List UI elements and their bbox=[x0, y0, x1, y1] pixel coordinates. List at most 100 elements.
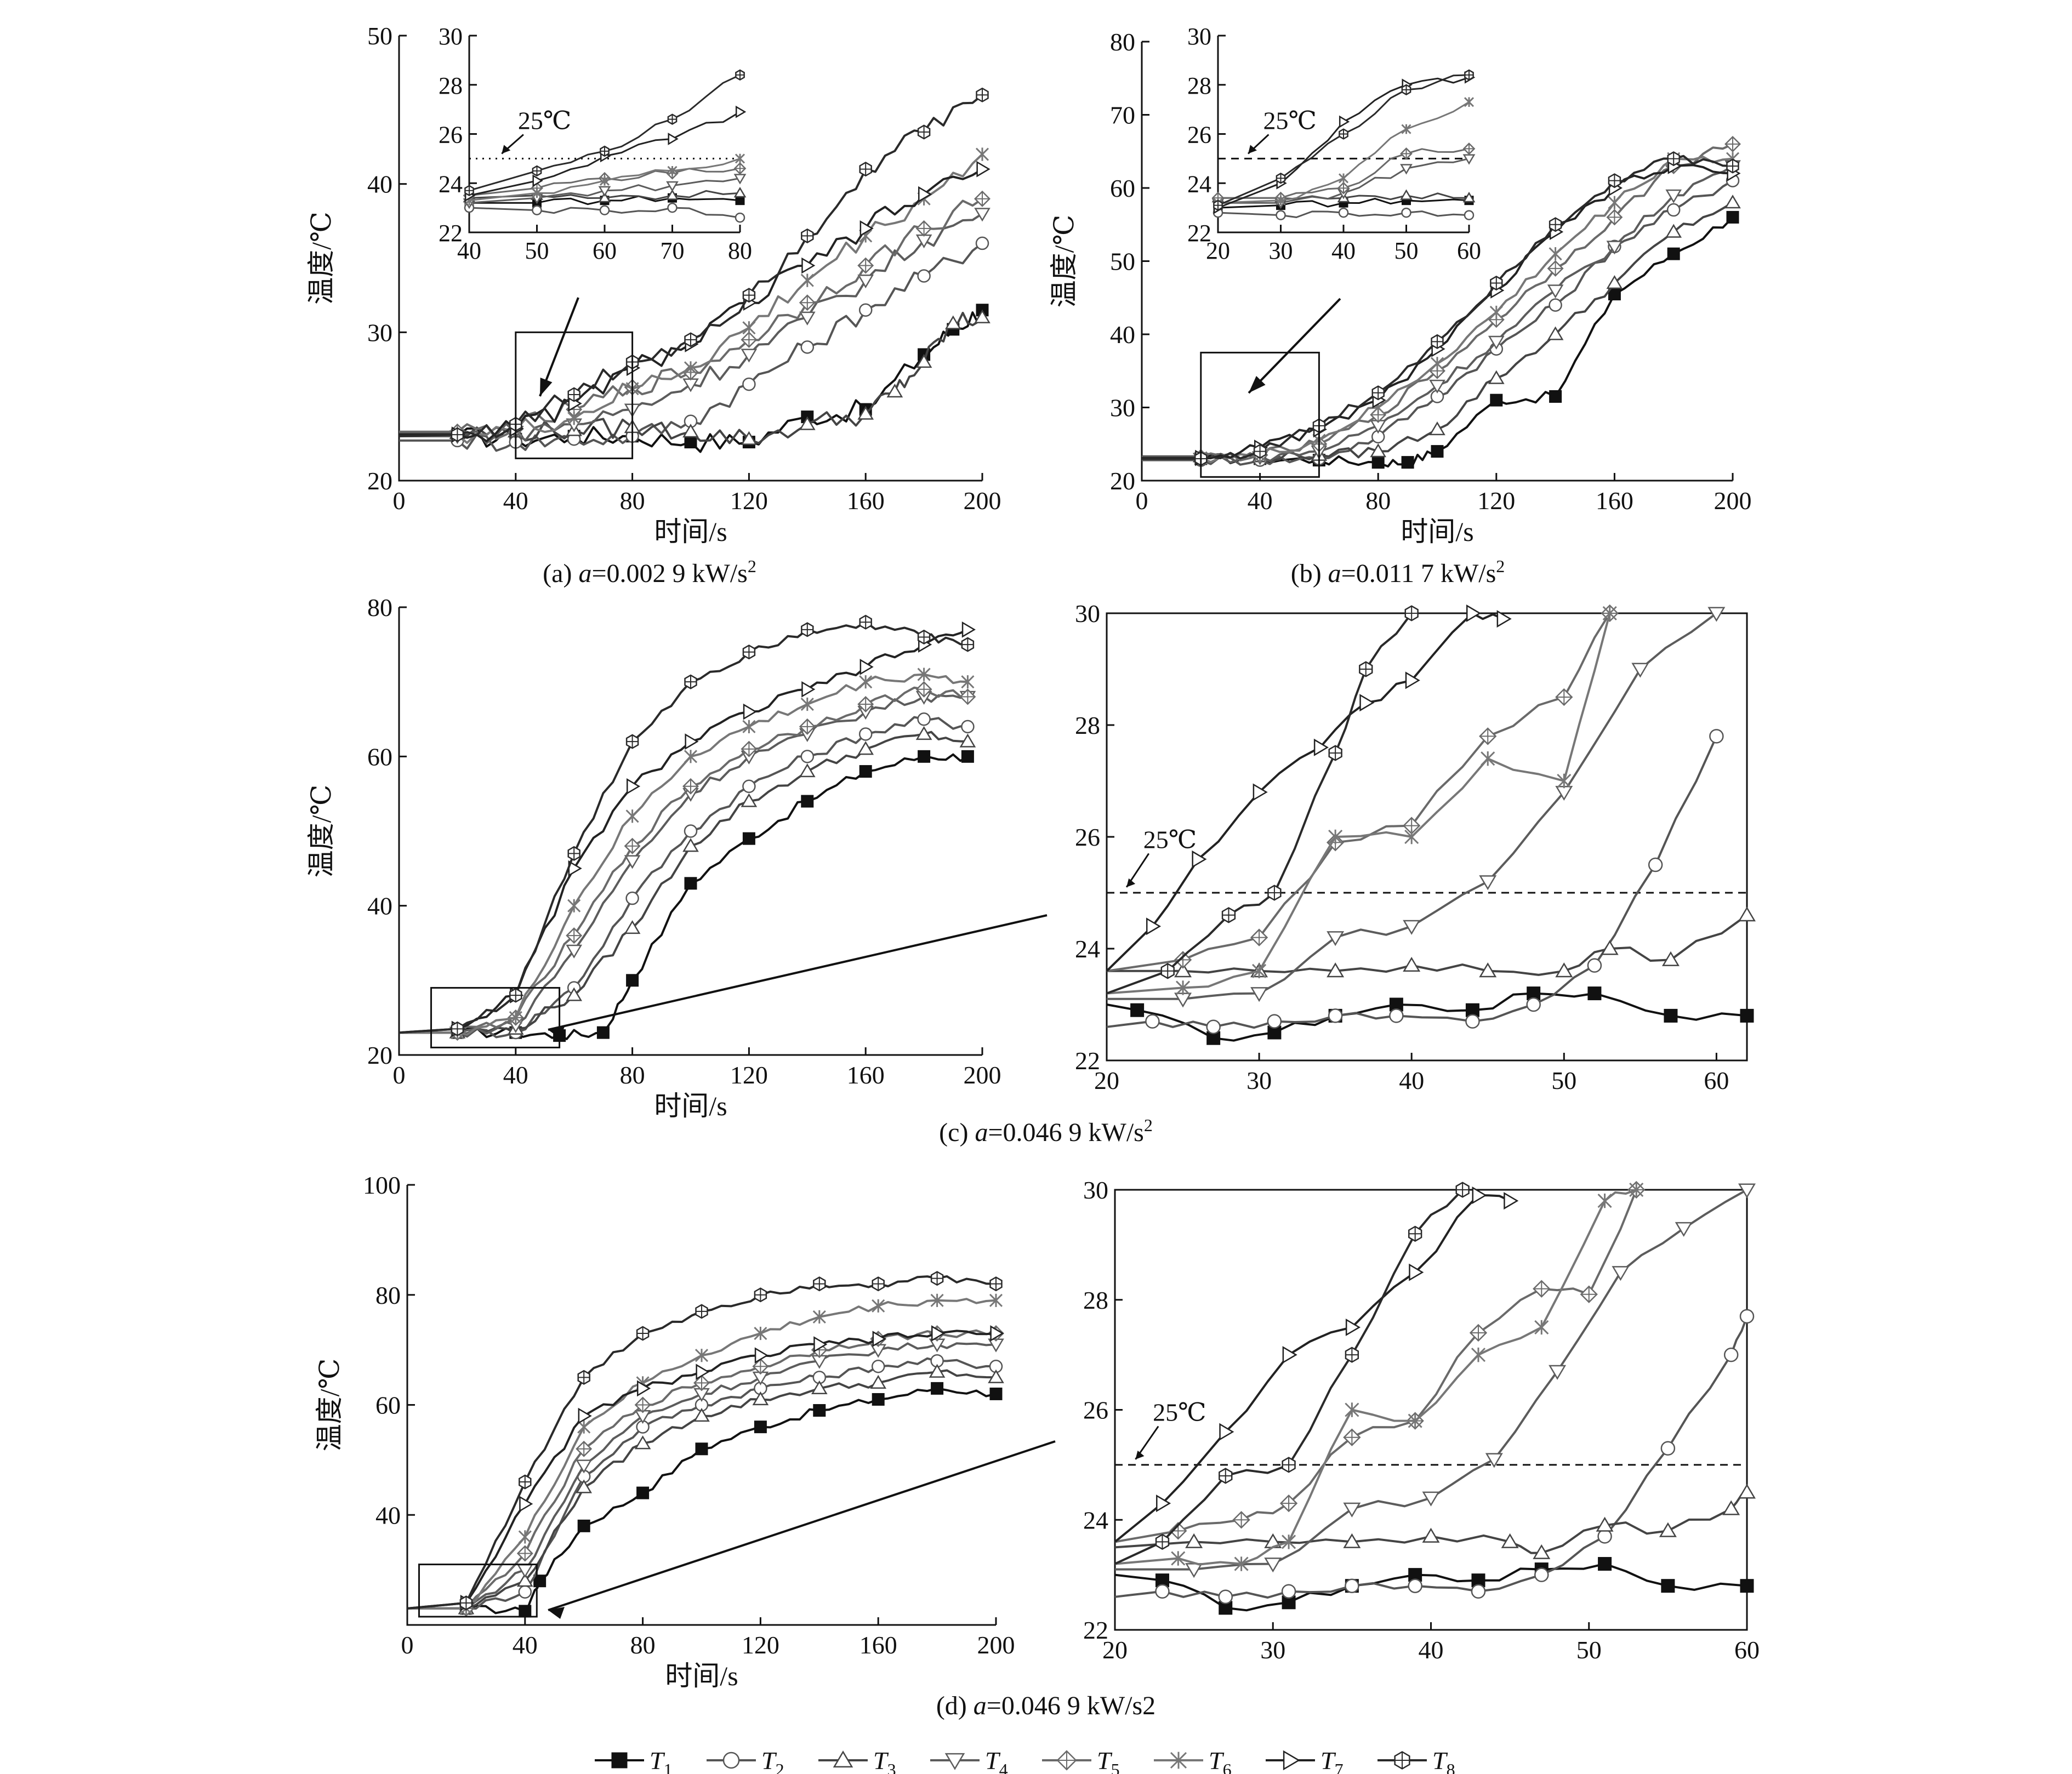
marker-triangle-up bbox=[1462, 191, 1476, 203]
y-tick-label: 28 bbox=[439, 72, 463, 99]
series-T2 bbox=[1114, 1309, 1755, 1605]
marker-square bbox=[1664, 1008, 1678, 1023]
x-tick-label: 40 bbox=[513, 1631, 538, 1659]
marker-diamond-plus bbox=[858, 258, 873, 273]
x-tick-label: 200 bbox=[977, 1631, 1015, 1659]
marker-triangle-up bbox=[733, 186, 747, 198]
x-tick-label: 40 bbox=[1248, 487, 1273, 515]
threshold-label: 25℃ bbox=[1143, 825, 1197, 853]
marker-hexagon-plus bbox=[918, 631, 930, 643]
marker-circle bbox=[917, 269, 931, 283]
marker-circle bbox=[1739, 1309, 1755, 1324]
y-tick-label: 30 bbox=[439, 23, 463, 50]
marker-x bbox=[1557, 773, 1572, 789]
marker-square bbox=[1740, 1008, 1754, 1023]
marker-triangle-up bbox=[799, 763, 816, 778]
main-plot-b: 0 40 80 120 160 200 20 30 40 50 60 70 80 时间/s 温度/℃ bbox=[1049, 28, 1752, 547]
marker-triangle-right bbox=[1146, 917, 1162, 936]
marker-square bbox=[1431, 445, 1444, 458]
marker-triangle-right bbox=[1472, 1187, 1487, 1205]
marker-x bbox=[567, 899, 581, 912]
marker-diamond-plus bbox=[1533, 1281, 1550, 1297]
x-tick-label: 200 bbox=[964, 487, 1001, 515]
marker-x bbox=[1408, 1413, 1422, 1428]
marker-diamond-plus bbox=[800, 295, 815, 310]
marker-hexagon-plus bbox=[1339, 129, 1348, 139]
marker-x bbox=[1608, 196, 1621, 209]
legend-item-T2: T2 bbox=[707, 1747, 784, 1774]
marker-triangle-up bbox=[959, 733, 976, 748]
marker-x bbox=[625, 809, 639, 823]
y-tick-label: 70 bbox=[1110, 101, 1135, 129]
marker-diamond-plus bbox=[1233, 1511, 1249, 1528]
x-tick-label: 80 bbox=[620, 1061, 645, 1089]
series-T2 bbox=[407, 1354, 1003, 1616]
marker-square bbox=[684, 877, 697, 890]
marker-x bbox=[754, 1326, 767, 1341]
marker-hexagon-plus bbox=[801, 230, 813, 242]
caption-value: =0.002 9 kW/s bbox=[591, 559, 747, 588]
marker-x bbox=[742, 720, 756, 733]
marker-x bbox=[800, 273, 814, 287]
marker-diamond-plus bbox=[742, 741, 756, 756]
marker-square bbox=[626, 974, 639, 987]
marker-triangle-right bbox=[1156, 1495, 1171, 1513]
marker-circle bbox=[1666, 203, 1681, 217]
marker-triangle-up bbox=[566, 987, 583, 1001]
legend-item-T5: T5 bbox=[1042, 1747, 1120, 1774]
threshold-label: 25℃ bbox=[518, 107, 571, 135]
marker-triangle-up bbox=[1533, 1544, 1551, 1559]
series-T8 bbox=[399, 614, 975, 1036]
marker-diamond-plus bbox=[1401, 148, 1412, 159]
marker-triangle-down bbox=[1488, 335, 1505, 350]
marker-x bbox=[1282, 1535, 1296, 1549]
x-tick-label: 40 bbox=[1331, 237, 1356, 264]
x-tick-label: 50 bbox=[1576, 1636, 1602, 1664]
legend-subscript: 2 bbox=[776, 1760, 784, 1774]
marker-hexagon-plus bbox=[1329, 746, 1342, 760]
legend-symbol: T bbox=[1320, 1747, 1336, 1774]
series-T5 bbox=[1211, 142, 1476, 204]
legend-label: T5 bbox=[1097, 1747, 1120, 1774]
legend-item-T7: T7 bbox=[1266, 1747, 1344, 1774]
marker-triangle-up bbox=[1596, 1516, 1614, 1532]
caption-prefix: (c) bbox=[939, 1118, 975, 1147]
legend-symbol: T bbox=[1209, 1747, 1225, 1774]
marker-square bbox=[1401, 456, 1414, 469]
marker-triangle-right bbox=[668, 133, 679, 145]
series-T6 bbox=[464, 153, 745, 206]
marker-circle bbox=[1155, 1584, 1170, 1599]
marker-x bbox=[742, 321, 756, 335]
marker-x bbox=[1175, 980, 1191, 995]
marker-circle bbox=[684, 824, 698, 838]
marker-hexagon-plus bbox=[1359, 663, 1373, 676]
marker-triangle-down bbox=[944, 1753, 965, 1770]
marker-hexagon-plus bbox=[872, 1277, 885, 1290]
panel-caption: (d) a=0.046 9 kW/s2 bbox=[936, 1691, 1155, 1720]
marker-hexagon-plus bbox=[1394, 1753, 1410, 1768]
marker-circle bbox=[1345, 1578, 1359, 1593]
marker-circle bbox=[1276, 210, 1286, 220]
x-tick-label: 20 bbox=[1094, 1066, 1119, 1094]
legend-subscript: 1 bbox=[664, 1760, 673, 1774]
zoom-arrowhead bbox=[1249, 375, 1266, 393]
x-tick-label: 20 bbox=[1102, 1636, 1128, 1664]
marker-diamond-plus bbox=[917, 221, 931, 236]
marker-triangle-down bbox=[799, 311, 816, 326]
threshold-label: 25℃ bbox=[1263, 107, 1316, 135]
legend-label: T6 bbox=[1209, 1747, 1232, 1774]
x-tick-label: 200 bbox=[964, 1061, 1001, 1089]
marker-hexagon-plus bbox=[859, 616, 872, 629]
series-T4 bbox=[1115, 1183, 1756, 1578]
marker-x bbox=[1597, 1193, 1612, 1208]
marker-x bbox=[1170, 1752, 1187, 1769]
marker-diamond-plus bbox=[1470, 1325, 1487, 1341]
series-line-T6 bbox=[1114, 1189, 1637, 1566]
marker-hexagon-plus bbox=[1219, 1469, 1232, 1482]
marker-x bbox=[859, 675, 873, 689]
marker-square bbox=[1490, 393, 1503, 407]
y-axis-title: 温度/℃ bbox=[306, 785, 337, 878]
marker-triangle-up bbox=[1665, 224, 1682, 238]
series-line-T3 bbox=[1107, 914, 1748, 976]
x-tick-label: 40 bbox=[1399, 1066, 1424, 1094]
